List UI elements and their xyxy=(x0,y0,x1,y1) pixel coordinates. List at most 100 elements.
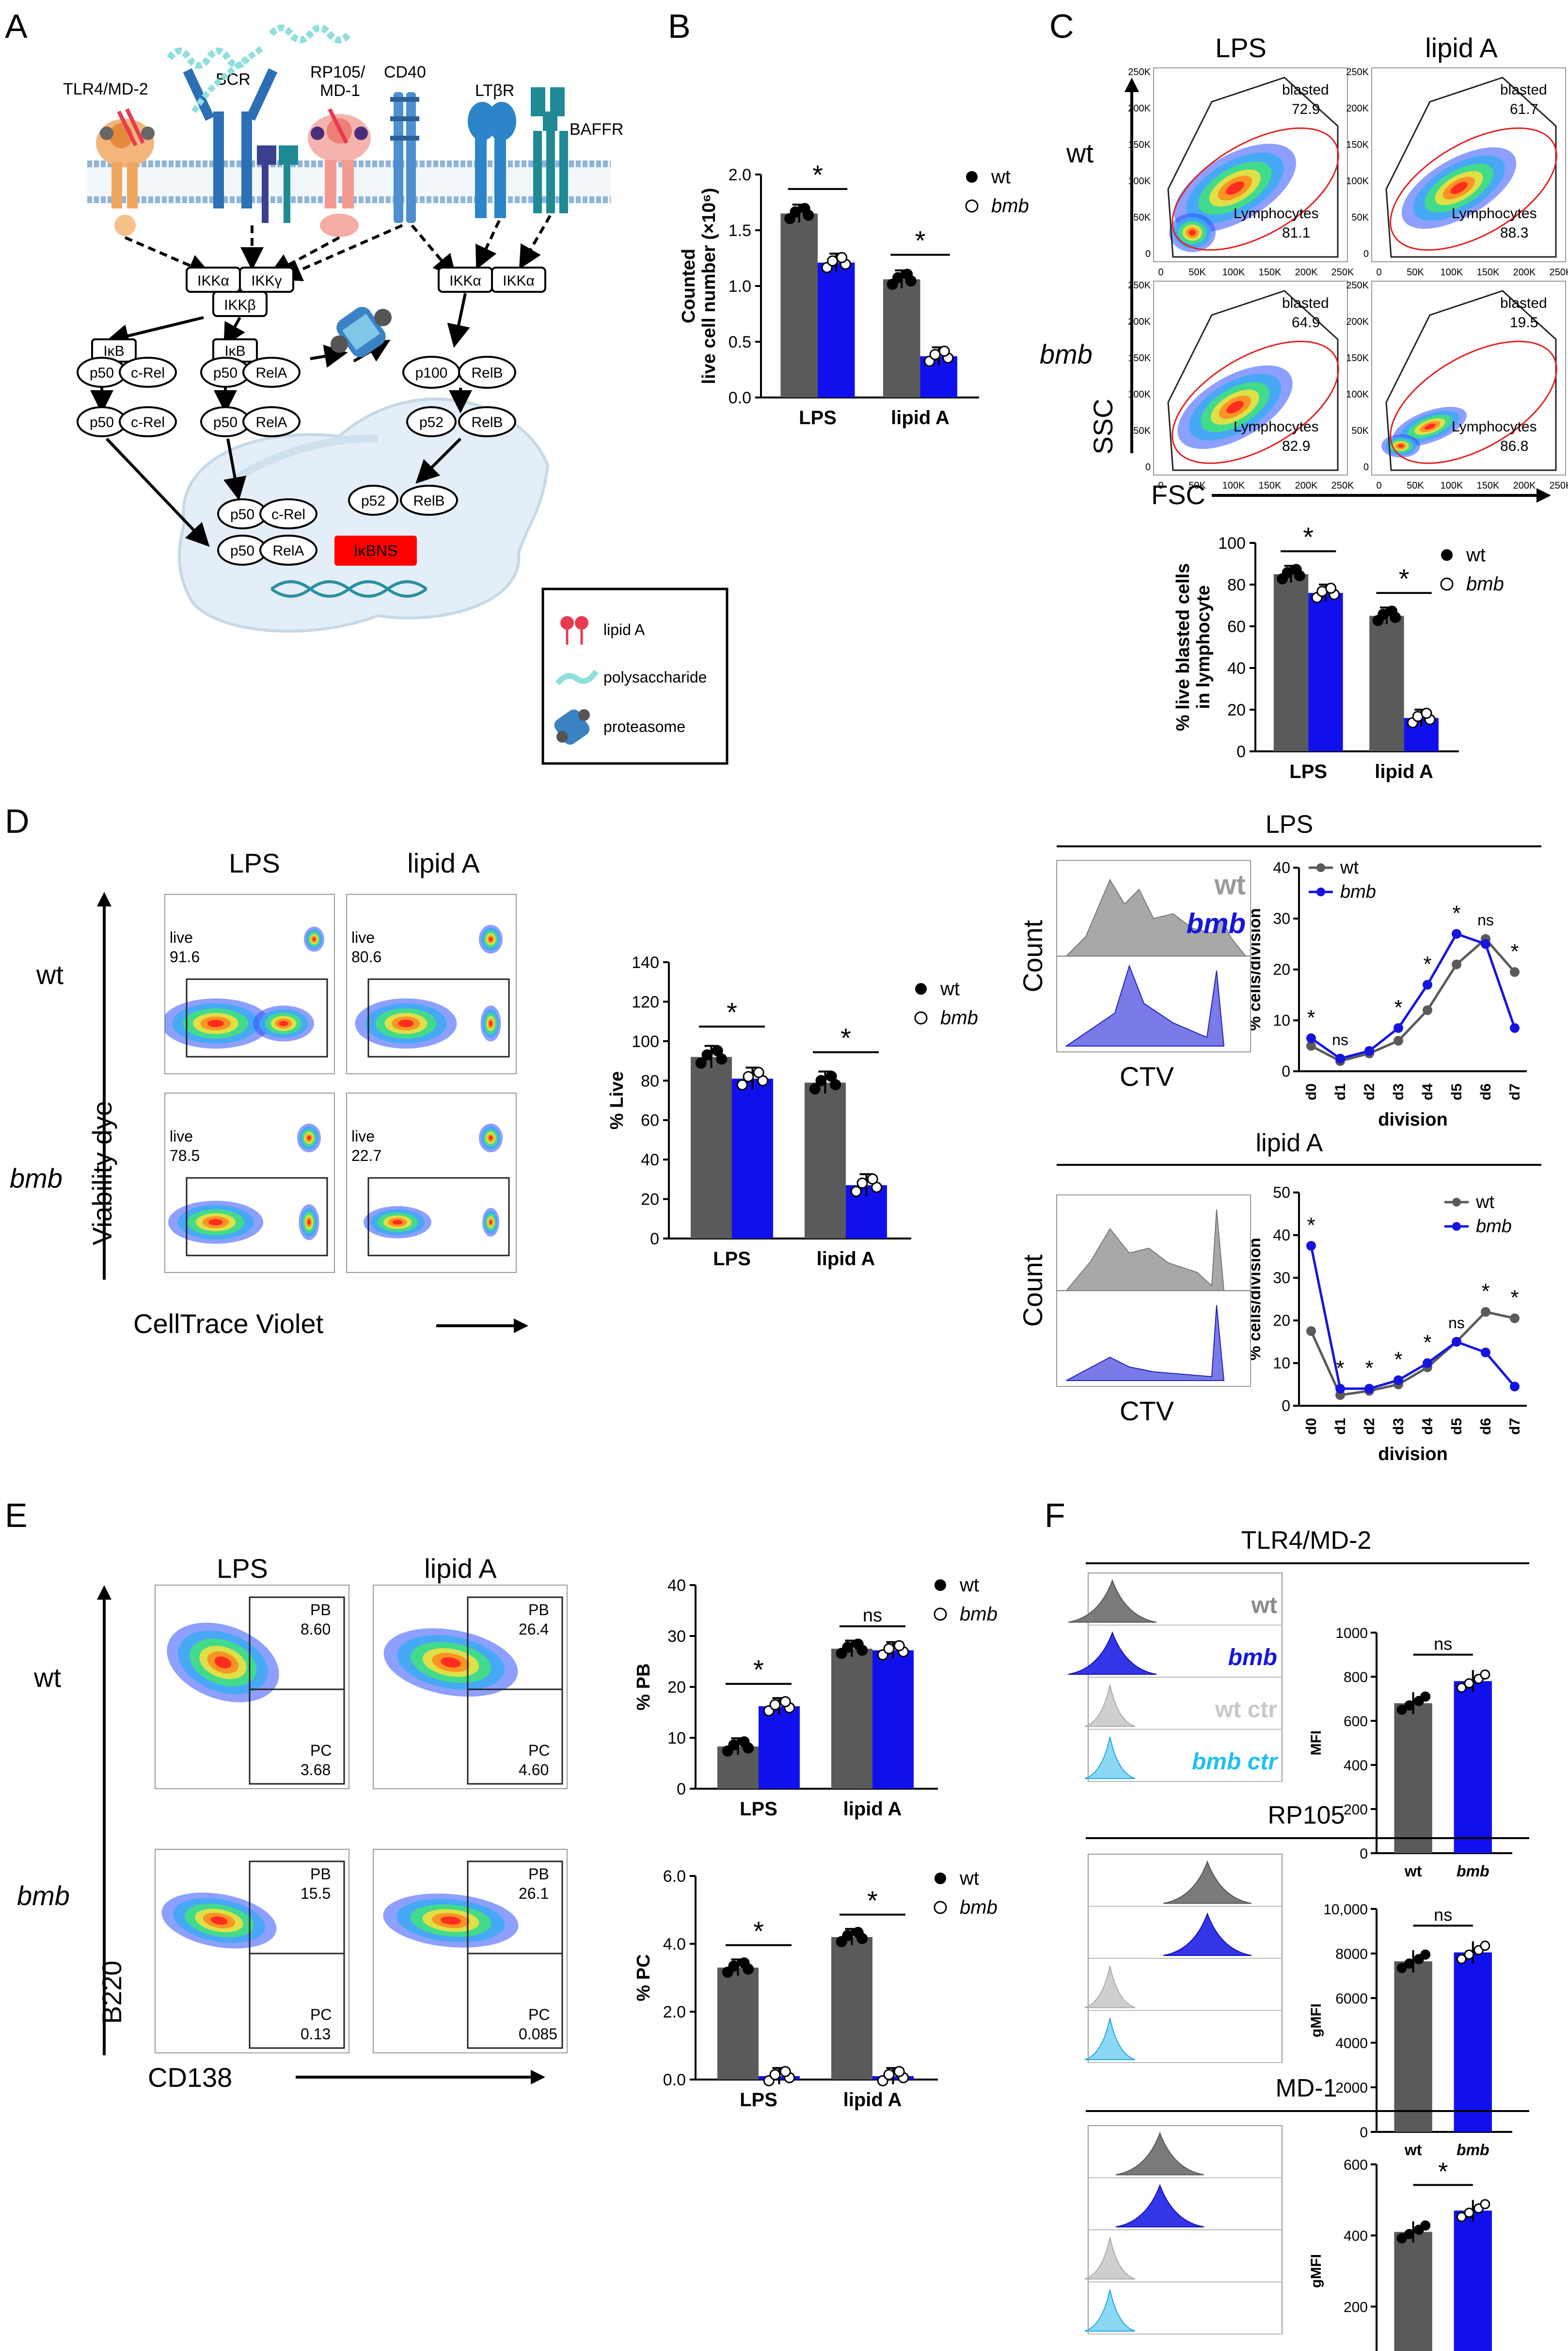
y-tick-label: 100K xyxy=(1128,176,1151,187)
density-level xyxy=(207,1019,224,1028)
x-tick-label: d0 xyxy=(1303,1418,1319,1435)
data-point xyxy=(1396,1963,1407,1973)
gate-value-pb: 8.60 xyxy=(301,1620,331,1638)
gate-name-lymphocytes: Lymphocytes xyxy=(1452,206,1537,222)
gate-name-pc: PC xyxy=(310,1742,332,1759)
gate-value-pc: 0.13 xyxy=(301,2025,331,2043)
x-tick-label: 150K xyxy=(1259,267,1282,278)
series-point-bmb xyxy=(1394,1375,1403,1385)
legend-marker-wt xyxy=(934,1873,946,1884)
flow-panel-c: LPS lipid A wt bmb SSC FSC blasted 72.9 Lymphocy… xyxy=(1040,32,1568,510)
density-level xyxy=(1398,444,1404,448)
blasted-gate xyxy=(1385,290,1557,471)
receptor-label-md1: MD-1 xyxy=(320,81,360,100)
bar-bmb-LPS xyxy=(759,1706,800,1789)
data-point xyxy=(852,1638,864,1650)
x-category-label: LPS xyxy=(713,1248,751,1270)
bar-bmb xyxy=(1454,1681,1492,1853)
p50-label-2: p50 xyxy=(213,365,238,381)
gate-value-pb: 26.1 xyxy=(519,1885,549,1902)
panel-letter-e: E xyxy=(5,1496,28,1534)
series-line-bmb xyxy=(1310,932,1516,1060)
chart-title: TLR4/MD-2 xyxy=(1241,1526,1372,1555)
significance-label: * xyxy=(1394,1348,1402,1371)
density-level xyxy=(307,1219,311,1225)
data-point xyxy=(809,1083,821,1095)
y-tick-label: 800 xyxy=(1344,1669,1368,1685)
histogram-peak xyxy=(1163,1860,1252,1904)
gate-name-pb: PB xyxy=(310,1865,331,1883)
gate-name-live: live xyxy=(170,929,193,946)
chart-title: LPS xyxy=(1266,810,1313,839)
plot-frame xyxy=(164,894,335,1074)
gate-name-pc: PC xyxy=(528,1742,550,1759)
bar-wt xyxy=(1394,1961,1432,2132)
data-point xyxy=(743,1071,754,1082)
x-axis-label: FSC xyxy=(1151,479,1205,510)
x-category-label: LPS xyxy=(740,2089,777,2111)
x-tick-label: d1 xyxy=(1332,1418,1348,1435)
bar-bmb xyxy=(1454,1952,1492,2132)
histogram-bmb xyxy=(1064,964,1225,1047)
nuc-rela-label: RelA xyxy=(272,543,304,559)
significance-label: * xyxy=(1481,1279,1489,1303)
series-point-wt xyxy=(1510,967,1520,977)
pc-gate xyxy=(467,1953,563,2049)
y-axis-label: Count xyxy=(1017,1254,1048,1327)
lipid-a-icon xyxy=(560,616,588,645)
x-tick-label: d7 xyxy=(1507,1083,1523,1100)
chart-E_PC: 0.0 2.0 4.0 6.0 % PC * LPS * lipid A wt bmb xyxy=(634,1867,998,2111)
receptor-label-tlr4: TLR4/MD-2 xyxy=(63,80,148,98)
histogram-peak xyxy=(1084,1684,1136,1727)
density-cloud xyxy=(1381,407,1467,458)
legend-label-bmb: bmb xyxy=(991,195,1029,217)
nuc-p50-label-1: p50 xyxy=(230,507,254,523)
legend-label-wt: wt xyxy=(1466,544,1486,566)
y-tick-label: 50K xyxy=(1351,426,1369,436)
p50-label-4: p50 xyxy=(213,414,238,430)
y-axis-label: % Live xyxy=(607,1071,627,1129)
y-tick-label: 200K xyxy=(1128,317,1151,327)
data-point xyxy=(842,1930,854,1941)
data-point xyxy=(1404,2229,1415,2240)
chart-F_RP105: 0 2000 4000 6000 8000 10,000 gMFI wt bmb ns xyxy=(1308,1902,1512,2159)
significance-label: * xyxy=(867,1885,878,1916)
series-point-wt xyxy=(1423,1005,1432,1015)
y-axis-label: in lymphocyte xyxy=(1193,585,1214,709)
y-axis-label: B220 xyxy=(96,1961,127,2024)
gate-name-blasted: blasted xyxy=(1282,82,1329,98)
column-title: lipid A xyxy=(407,848,480,878)
receptor-label-rp105: RP105/ xyxy=(310,63,365,81)
y-tick-label: 0 xyxy=(677,1780,686,1798)
significance-label: * xyxy=(1336,1356,1344,1380)
data-point xyxy=(883,1643,895,1654)
proteasome-legend-icon xyxy=(554,709,590,745)
histogram-peak xyxy=(1163,1912,1252,1956)
density-level xyxy=(441,1916,461,1925)
legend-label-wt: wt xyxy=(1340,858,1359,878)
series-point-bmb xyxy=(1481,1348,1490,1357)
gate-value-lymphocytes: 82.9 xyxy=(1282,438,1310,454)
significance-label: * xyxy=(1303,522,1314,552)
ikk-alpha-label: IKKα xyxy=(197,273,229,289)
flow-panel-e: LPS lipid AwtbmbB220CD138PB8.60PC3.68PB26… xyxy=(17,1553,568,2093)
y-axis-label: gMFI xyxy=(1308,2003,1324,2037)
data-point xyxy=(738,1957,750,1969)
data-point xyxy=(1290,564,1302,575)
histogram-peak xyxy=(1068,1631,1157,1675)
series-point-bmb xyxy=(1423,1358,1432,1368)
data-point xyxy=(1456,2212,1467,2223)
panel-letter-a: A xyxy=(5,7,28,45)
y-axis-label: % live blasted cells xyxy=(1173,563,1193,731)
histograms-panel-d: Count CTV wt bmb Count CTV xyxy=(1017,860,1251,1426)
significance-label: * xyxy=(1307,1213,1315,1237)
x-tick-label: d5 xyxy=(1449,1418,1465,1435)
legend-marker-wt xyxy=(1452,1198,1461,1207)
crel-label-1: c-Rel xyxy=(131,365,165,381)
series-point-bmb xyxy=(1481,939,1490,949)
histogram-peak xyxy=(1115,2131,1204,2176)
row-label-bmb: bmb xyxy=(17,1880,70,1911)
chart-C: 0 20 40 60 80 100 % live blasted cells in lymph… xyxy=(1173,522,1504,782)
live-gate xyxy=(367,978,510,1058)
series-point-bmb xyxy=(1306,1033,1316,1043)
